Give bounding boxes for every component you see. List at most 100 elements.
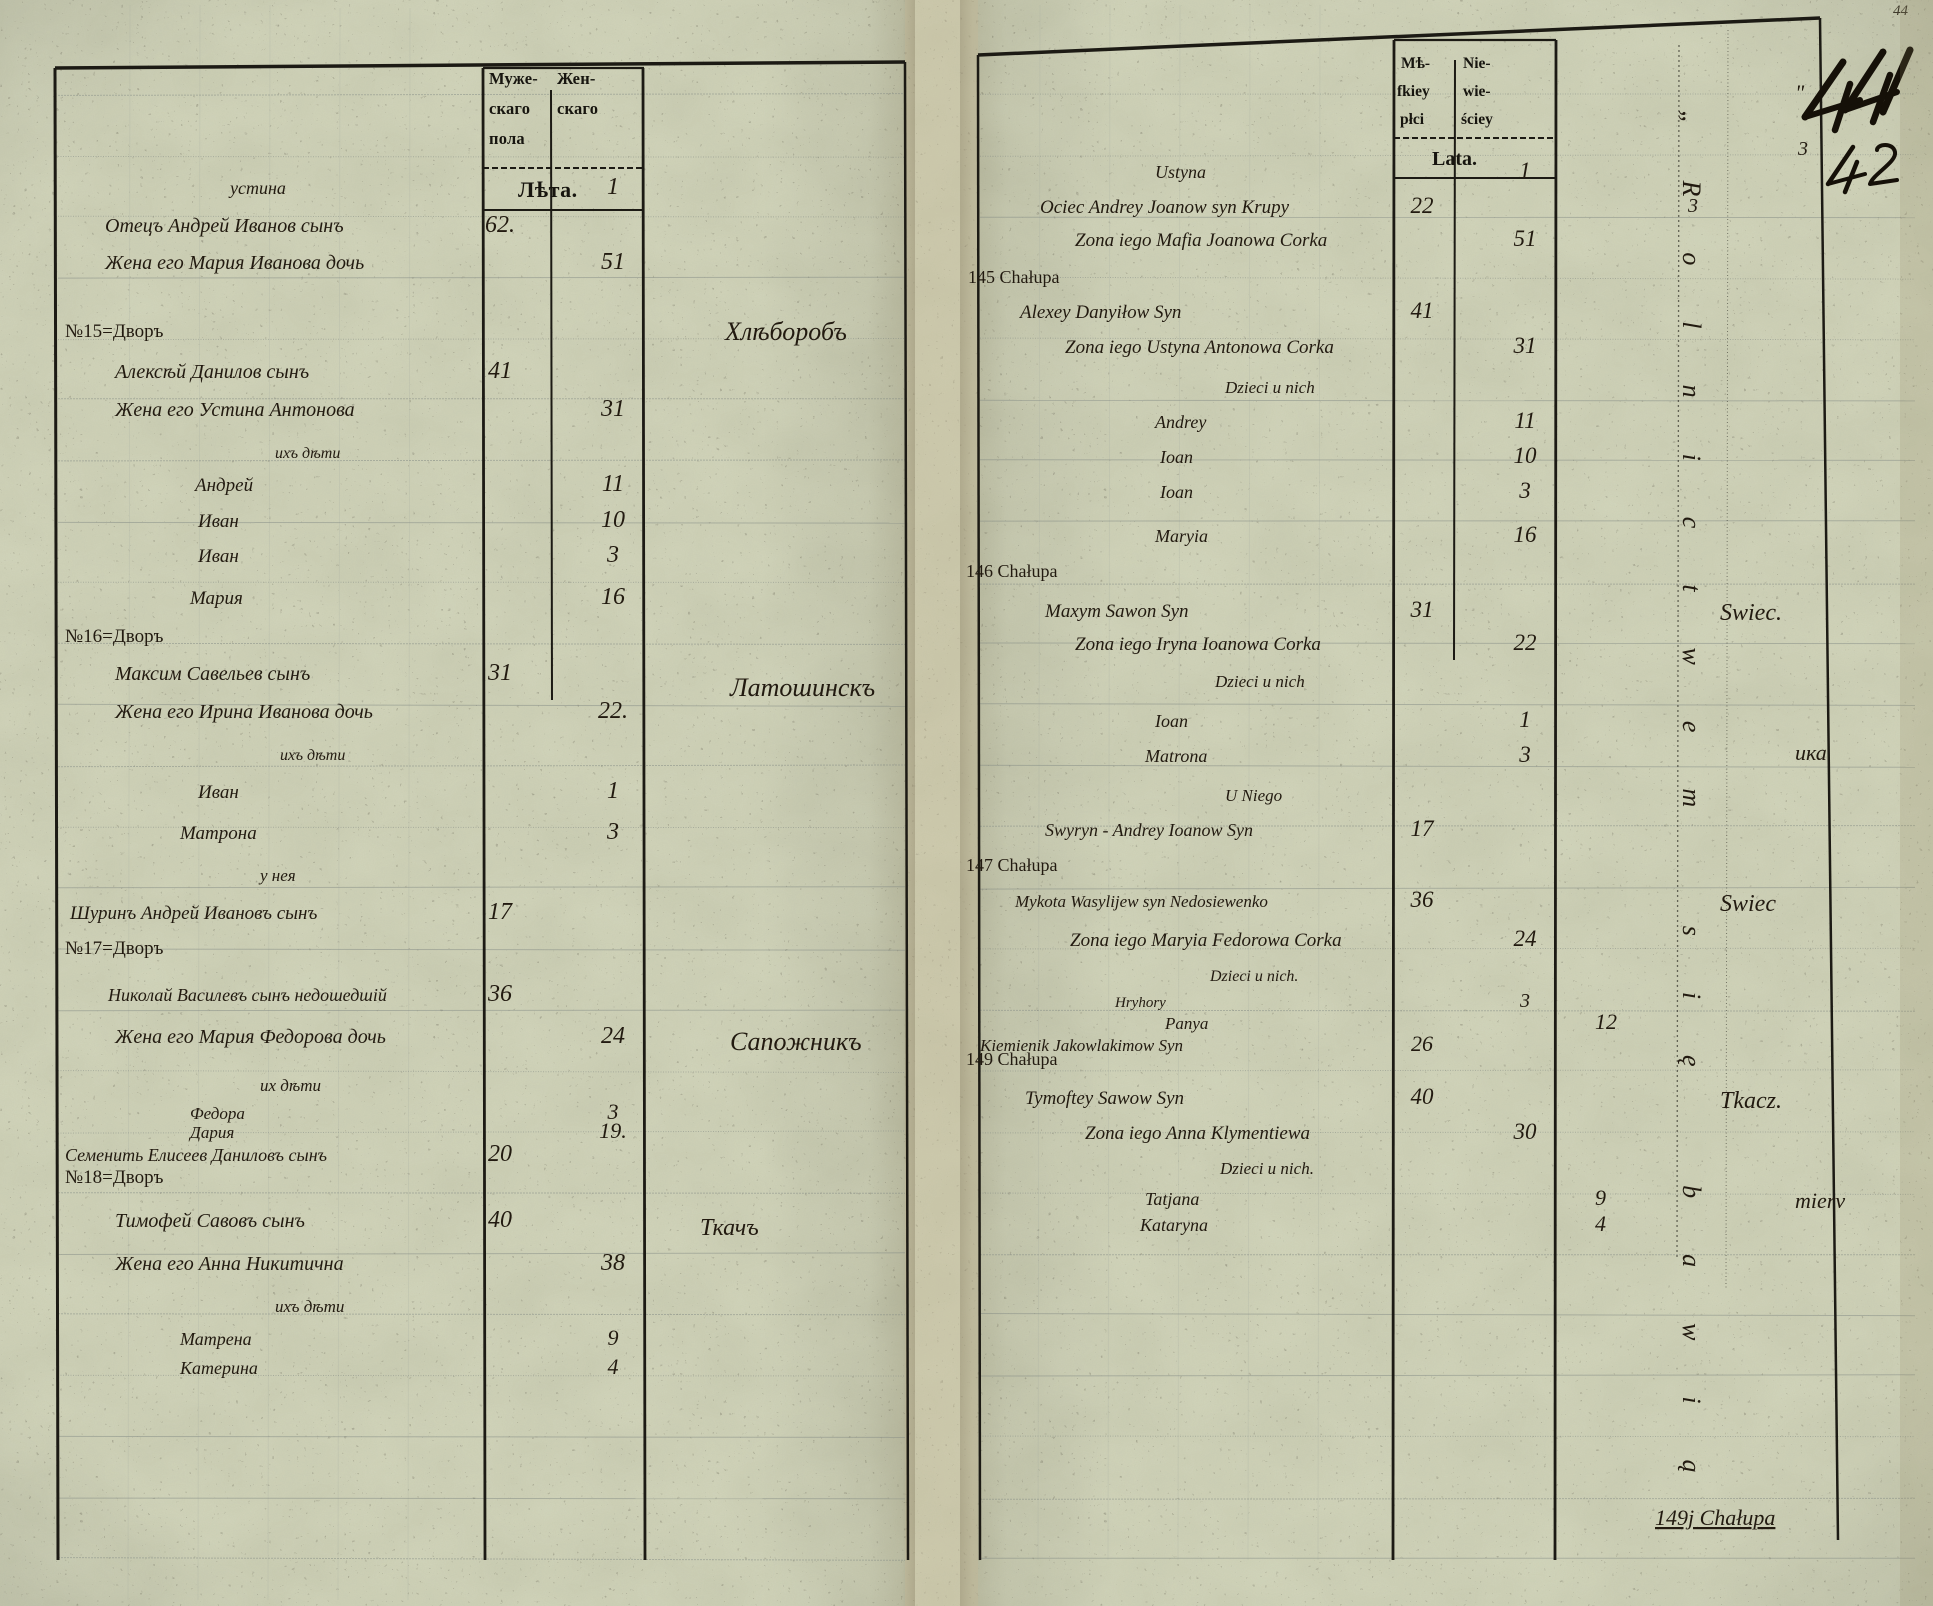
- svg-text:31: 31: [1410, 597, 1434, 622]
- svg-text:Ustyna: Ustyna: [1155, 162, 1206, 182]
- svg-text:ściey: ściey: [1461, 111, 1493, 128]
- svg-text:Андрей: Андрей: [193, 475, 254, 496]
- svg-text:Иван: Иван: [197, 782, 239, 803]
- svg-text:40: 40: [1411, 1084, 1435, 1109]
- svg-text:Жена его Мария Федорова дочь: Жена его Мария Федорова дочь: [114, 1026, 386, 1048]
- svg-text:№18=Дворъ: №18=Дворъ: [65, 1167, 164, 1188]
- svg-text:Mykota Wasylijew syn Nedosiewe: Mykota Wasylijew syn Nedosiewenko: [1014, 892, 1268, 911]
- svg-text:Ioan: Ioan: [1159, 482, 1193, 502]
- svg-text:Dzieci u nich: Dzieci u nich: [1214, 672, 1305, 691]
- svg-text:1: 1: [1519, 707, 1531, 732]
- svg-text:4: 4: [608, 1354, 619, 1379]
- svg-text:устина: устина: [228, 178, 286, 198]
- svg-text:Swiec.: Swiec.: [1720, 600, 1782, 626]
- svg-text:3: 3: [1519, 990, 1530, 1012]
- svg-text:Отецъ Андрей Иванов сынъ: Отецъ Андрей Иванов сынъ: [105, 215, 344, 237]
- svg-text:Ociec Andrey Joanow syn Krupy: Ociec Andrey Joanow syn Krupy: [1040, 197, 1290, 218]
- svg-text:скаго: скаго: [489, 99, 530, 118]
- svg-text:Ioan: Ioan: [1159, 447, 1193, 467]
- svg-text:ика: ика: [1795, 740, 1827, 765]
- svg-text:9: 9: [608, 1325, 619, 1350]
- svg-text:Матрена: Матрена: [179, 1329, 252, 1349]
- svg-text:у нея: у нея: [258, 866, 296, 885]
- svg-text:ихъ дѣти: ихъ дѣти: [275, 1297, 344, 1316]
- svg-text:9: 9: [1595, 1185, 1606, 1210]
- svg-text:Федора: Федора: [190, 1104, 245, 1123]
- svg-text:3: 3: [1797, 138, 1808, 160]
- svg-text:Kataryna: Kataryna: [1139, 1215, 1208, 1235]
- svg-text:Matrona: Matrona: [1144, 746, 1207, 766]
- svg-text:149 Chałupa: 149 Chałupa: [966, 1049, 1058, 1069]
- svg-text:Дария: Дария: [188, 1123, 234, 1142]
- svg-text:41: 41: [1411, 298, 1434, 323]
- svg-text:Zona iego Mafia Joanowa Corka: Zona iego Mafia Joanowa Corka: [1075, 230, 1327, 251]
- svg-text:скаго: скаго: [557, 99, 598, 118]
- svg-text:Лѣта.: Лѣта.: [518, 177, 578, 202]
- svg-text:145 Chałupa: 145 Chałupa: [968, 267, 1060, 287]
- svg-text:31: 31: [1513, 333, 1537, 358]
- svg-text:пола: пола: [489, 129, 525, 148]
- svg-text:Dzieci u nich.: Dzieci u nich.: [1219, 1159, 1314, 1178]
- svg-text:10: 10: [601, 507, 625, 533]
- svg-text:Zona iego Ustyna Antonowa Cork: Zona iego Ustyna Antonowa Corka: [1065, 337, 1334, 358]
- svg-text:26: 26: [1411, 1031, 1433, 1056]
- svg-text:их дѣти: их дѣти: [260, 1076, 321, 1095]
- svg-text:62.: 62.: [485, 212, 515, 238]
- svg-text:wie-: wie-: [1463, 83, 1491, 100]
- svg-text:Иван: Иван: [197, 546, 239, 567]
- svg-text:19.: 19.: [599, 1118, 627, 1143]
- svg-text:Латошинскъ: Латошинскъ: [729, 673, 875, 702]
- svg-text:Nie-: Nie-: [1463, 55, 1491, 72]
- svg-text:Матрона: Матрона: [179, 823, 257, 844]
- svg-text:Алексѣй Данилов сынъ: Алексѣй Данилов сынъ: [113, 361, 309, 383]
- svg-text:Maxym Sawon Syn: Maxym Sawon Syn: [1044, 601, 1189, 622]
- svg-text:Ioan: Ioan: [1154, 711, 1188, 731]
- svg-text:31: 31: [600, 396, 625, 422]
- svg-text:Жена его Устина Антонова: Жена его Устина Антонова: [114, 399, 355, 421]
- svg-text:Мария: Мария: [189, 588, 243, 609]
- svg-text:Dzieci u nich.: Dzieci u nich.: [1209, 968, 1298, 985]
- svg-text:24: 24: [601, 1023, 625, 1049]
- svg-text:147 Chałupa: 147 Chałupa: [966, 855, 1058, 875]
- svg-text:40: 40: [488, 1207, 512, 1233]
- svg-text:Andrey: Andrey: [1154, 412, 1206, 432]
- svg-text:17: 17: [488, 899, 513, 925]
- svg-text:Swyryn - Andrey Ioanow Syn: Swyryn - Andrey Ioanow Syn: [1045, 820, 1253, 840]
- svg-text:№16=Дворъ: №16=Дворъ: [65, 626, 164, 647]
- svg-text:Tymoftey Sawow Syn: Tymoftey Sawow Syn: [1025, 1088, 1184, 1109]
- svg-text:146 Chałupa: 146 Chałupa: [966, 561, 1058, 581]
- svg-text:22: 22: [1514, 630, 1537, 655]
- svg-text:22.: 22.: [598, 698, 628, 724]
- svg-text:Семенить Елисеев Даниловъ сынъ: Семенить Елисеев Даниловъ сынъ: [65, 1145, 327, 1165]
- svg-text:3: 3: [1518, 478, 1531, 503]
- svg-text:Dzieci u nich: Dzieci u nich: [1224, 378, 1315, 397]
- svg-text:Максим Савельев сынъ: Максим Савельев сынъ: [114, 663, 310, 685]
- svg-text:51: 51: [601, 249, 625, 275]
- svg-text:3: 3: [1518, 742, 1531, 767]
- svg-text:30: 30: [1513, 1119, 1538, 1144]
- svg-text:Жена его Мария Иванова дочь: Жена его Мария Иванова дочь: [104, 252, 364, 274]
- svg-text:Hryhory: Hryhory: [1114, 995, 1166, 1011]
- svg-text:17: 17: [1411, 816, 1436, 841]
- svg-text:16: 16: [601, 584, 625, 610]
- svg-text:Тимофей Савовъ сынъ: Тимофей Савовъ сынъ: [115, 1210, 305, 1232]
- svg-text:31: 31: [487, 660, 512, 686]
- svg-text:ихъ дѣти: ихъ дѣти: [275, 445, 340, 462]
- svg-text:Tatjana: Tatjana: [1145, 1189, 1199, 1209]
- svg-text:Zona iego Anna Klymentiewa: Zona iego Anna Klymentiewa: [1085, 1123, 1310, 1144]
- svg-text:38: 38: [600, 1250, 625, 1276]
- svg-text:Жена его Ирина Иванова дочь: Жена его Ирина Иванова дочь: [114, 701, 373, 723]
- svg-text:Иван: Иван: [197, 511, 239, 532]
- svg-text:16: 16: [1514, 522, 1538, 547]
- svg-text:10: 10: [1514, 443, 1538, 468]
- svg-text:Сапожникъ: Сапожникъ: [730, 1027, 862, 1056]
- svg-text:Муже-: Муже-: [489, 69, 538, 88]
- svg-text:Катерина: Катерина: [179, 1358, 258, 1378]
- svg-text:24: 24: [1514, 926, 1537, 951]
- svg-text:Жена его Анна Никитична: Жена его Анна Никитична: [114, 1253, 344, 1275]
- svg-text:1: 1: [607, 778, 619, 804]
- svg-text:12: 12: [1595, 1009, 1617, 1034]
- svg-text:3: 3: [606, 542, 619, 568]
- svg-text:51: 51: [1514, 226, 1537, 251]
- svg-text:Zona iego Maryia Fedorowa Cork: Zona iego Maryia Fedorowa Corka: [1070, 930, 1342, 951]
